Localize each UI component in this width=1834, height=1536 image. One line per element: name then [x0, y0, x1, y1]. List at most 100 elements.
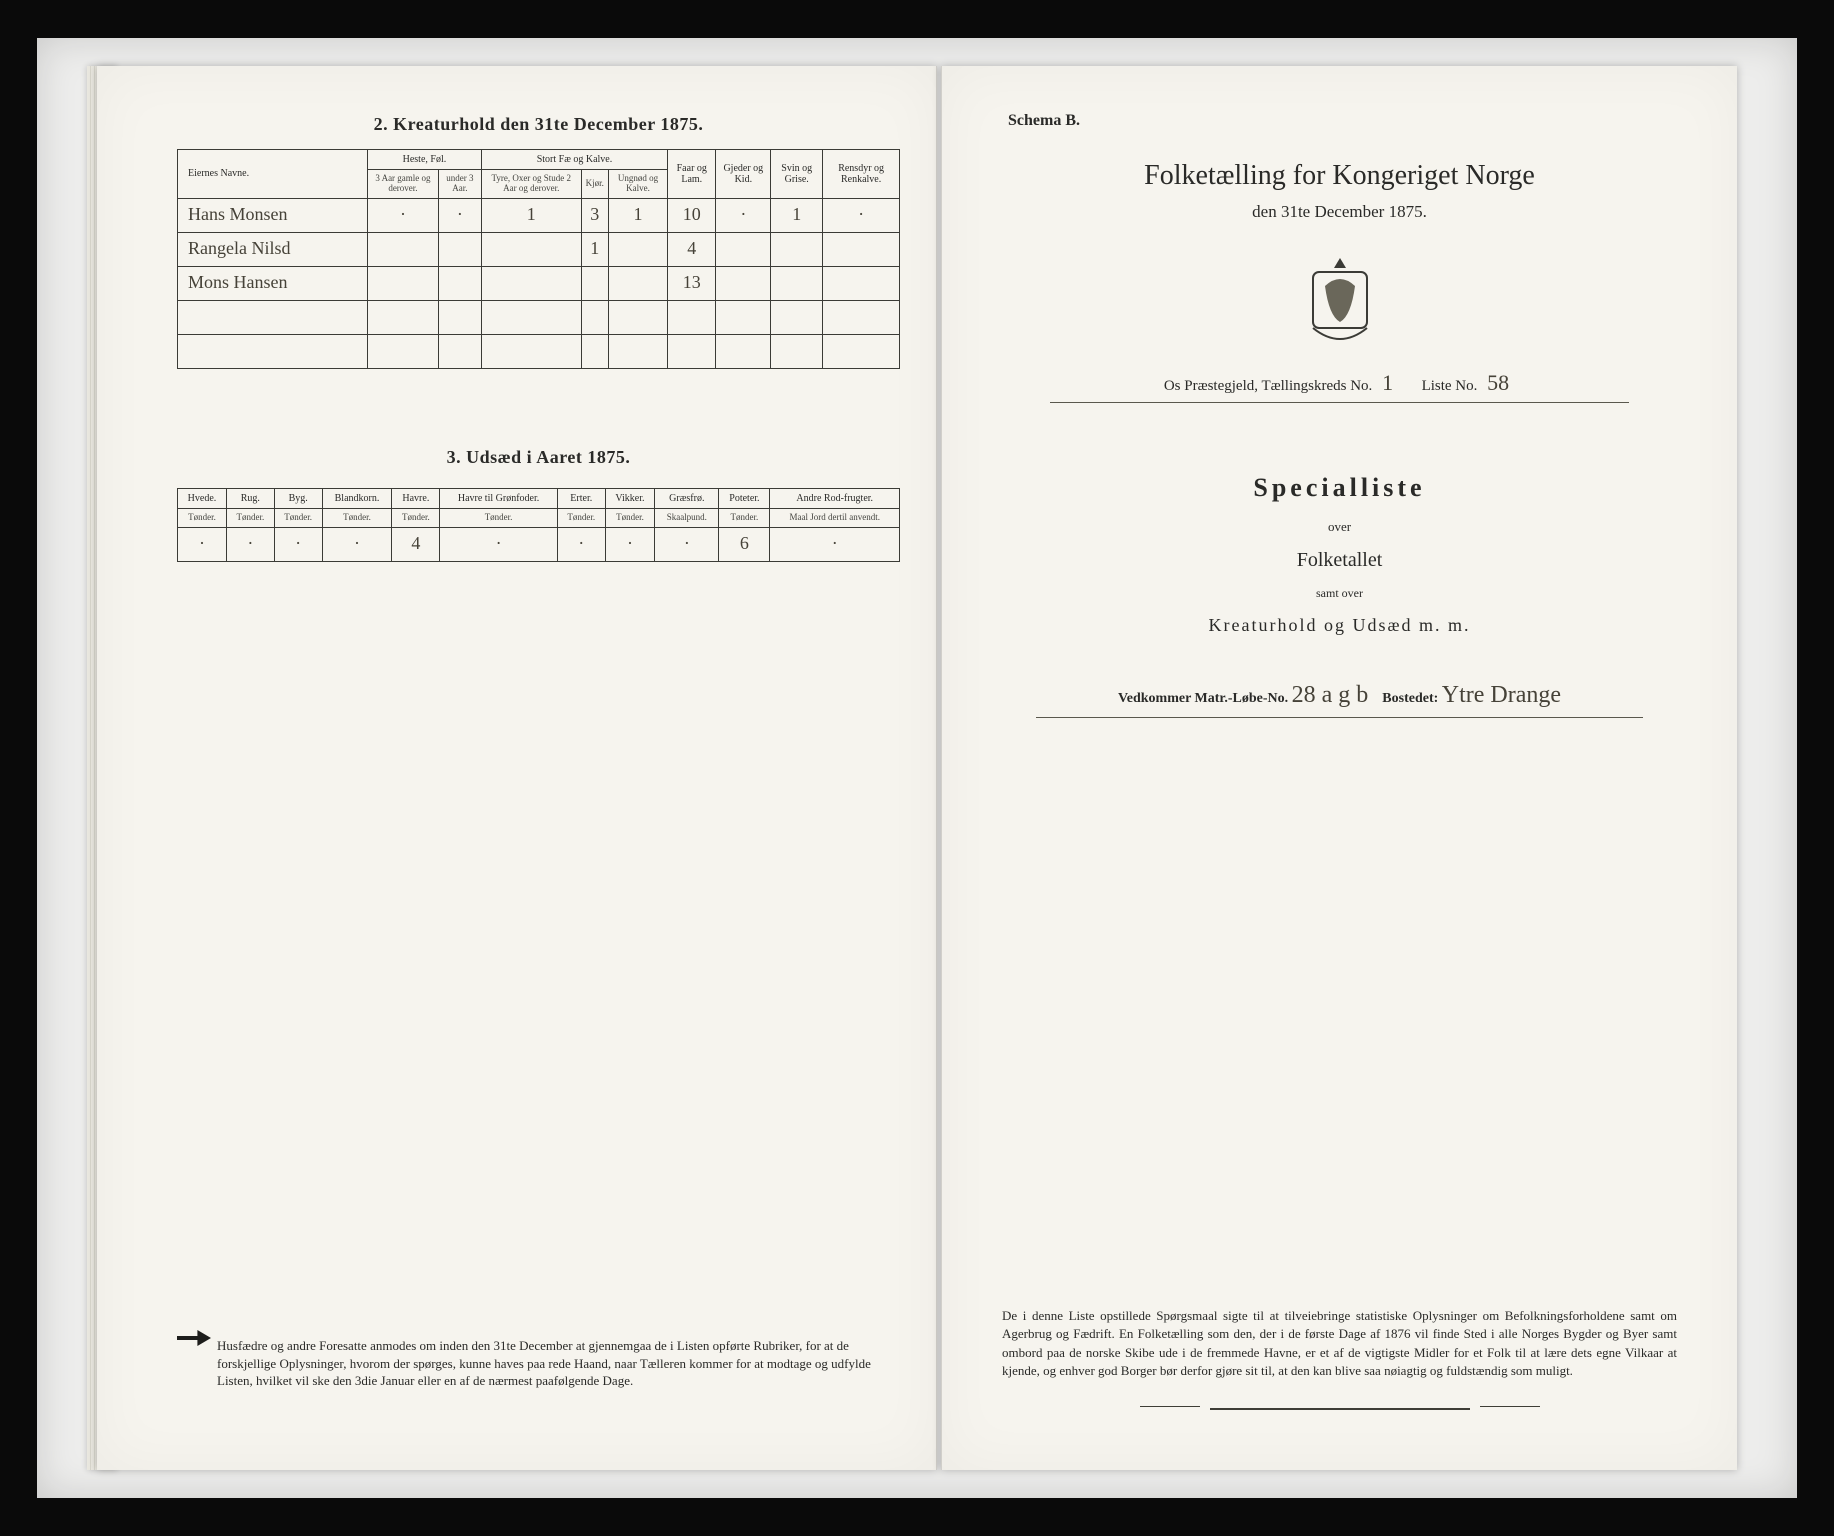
ornamental-rule: [1210, 1408, 1470, 1410]
parish-line: Os Præstegjeld, Tællingskreds No. 1 List…: [1050, 370, 1628, 403]
value-cell: ·: [716, 198, 771, 232]
col-owner: Eiernes Navne.: [178, 150, 368, 199]
value-cell: ·: [368, 198, 439, 232]
seed-subheader: Tønder.: [557, 508, 605, 527]
owner-cell: [178, 300, 368, 334]
value-cell: 1: [581, 232, 608, 266]
value-cell: ·: [438, 198, 481, 232]
seed-subheader: Tønder.: [440, 508, 558, 527]
section3-title: 3. Udsæd i Aaret 1875.: [177, 447, 900, 468]
folketallet-label: Folketallet: [978, 549, 1701, 572]
value-cell: [581, 334, 608, 368]
owner-cell: Rangela Nilsd: [178, 232, 368, 266]
seed-subheader: Tønder.: [605, 508, 655, 527]
value-cell: [581, 266, 608, 300]
value-cell: [438, 232, 481, 266]
value-cell: [608, 266, 667, 300]
table-row: Mons Hansen13: [178, 266, 900, 300]
specialliste-heading: Specialliste: [978, 473, 1701, 503]
value-cell: [481, 232, 581, 266]
seed-header: Byg.: [274, 488, 322, 508]
seed-value: ·: [440, 527, 558, 561]
grp-horses: Heste, Føl.: [368, 150, 482, 170]
kreatur-label: Kreaturhold og Udsæd m. m.: [978, 615, 1701, 636]
value-cell: [608, 334, 667, 368]
schema-label: Schema B.: [1008, 112, 1701, 130]
matr-number: 28 a g b: [1292, 682, 1369, 708]
value-cell: 10: [668, 198, 716, 232]
value-cell: [823, 232, 900, 266]
scan-frame: 2. Kreaturhold den 31te December 1875. E…: [37, 38, 1797, 1498]
value-cell: [668, 334, 716, 368]
coat-of-arms-icon: [1295, 252, 1385, 352]
seed-value: ·: [557, 527, 605, 561]
seed-header: Rug.: [226, 488, 274, 508]
pointing-hand-icon: [177, 1328, 211, 1348]
value-cell: [368, 300, 439, 334]
bosted-name: Ytre Drange: [1442, 682, 1561, 708]
value-cell: [771, 334, 823, 368]
value-cell: [716, 232, 771, 266]
liste-number: 58: [1487, 370, 1509, 395]
seed-subheader: Tønder.: [274, 508, 322, 527]
owner-cell: [178, 334, 368, 368]
value-cell: [771, 300, 823, 334]
value-cell: 13: [668, 266, 716, 300]
value-cell: 1: [481, 198, 581, 232]
owner-cell: Hans Monsen: [178, 198, 368, 232]
samt-label: samt over: [978, 586, 1701, 601]
over-label: over: [978, 519, 1701, 535]
kreds-number: 1: [1382, 370, 1393, 395]
value-cell: 1: [608, 198, 667, 232]
left-page: 2. Kreaturhold den 31te December 1875. E…: [97, 66, 937, 1470]
grp-cattle: Stort Fæ og Kalve.: [481, 150, 667, 170]
seed-value: ·: [178, 527, 227, 561]
value-cell: [481, 334, 581, 368]
value-cell: [368, 232, 439, 266]
value-cell: [368, 334, 439, 368]
col-reindeer: Rensdyr og Renkalve.: [823, 150, 900, 199]
bosted-label: Bostedet:: [1382, 691, 1438, 706]
value-cell: [771, 232, 823, 266]
seed-header: Hvede.: [178, 488, 227, 508]
value-cell: 3: [581, 198, 608, 232]
value-cell: [581, 300, 608, 334]
value-cell: [823, 334, 900, 368]
seed-header: Vikker.: [605, 488, 655, 508]
sub-h4: Kjør.: [581, 170, 608, 199]
seed-header: Havre til Grønfoder.: [440, 488, 558, 508]
value-cell: 1: [771, 198, 823, 232]
left-footnote: Husfædre og andre Foresatte anmodes om i…: [217, 1337, 896, 1390]
sub-h1: 3 Aar gamle og derover.: [368, 170, 439, 199]
seed-subheader: Skaalpund.: [655, 508, 719, 527]
seed-header: Erter.: [557, 488, 605, 508]
seed-value: ·: [770, 527, 900, 561]
seed-subheader: Tønder.: [178, 508, 227, 527]
value-cell: [438, 300, 481, 334]
book-spread: 2. Kreaturhold den 31te December 1875. E…: [97, 66, 1737, 1470]
value-cell: [668, 300, 716, 334]
seed-subheader: Tønder.: [719, 508, 770, 527]
liste-label: Liste No.: [1422, 378, 1478, 394]
value-cell: 4: [668, 232, 716, 266]
value-cell: [823, 300, 900, 334]
col-goats: Gjeder og Kid.: [716, 150, 771, 199]
value-cell: [771, 266, 823, 300]
value-cell: [481, 300, 581, 334]
right-page: Schema B. Folketælling for Kongeriget No…: [941, 66, 1737, 1470]
table-row: [178, 300, 900, 334]
seed-value: 4: [392, 527, 440, 561]
seed-value: ·: [322, 527, 392, 561]
seed-subheader: Tønder.: [392, 508, 440, 527]
seed-subheader: Tønder.: [226, 508, 274, 527]
value-cell: [438, 334, 481, 368]
section2-title: 2. Kreaturhold den 31te December 1875.: [177, 114, 900, 135]
seed-value: ·: [274, 527, 322, 561]
census-title: Folketælling for Kongeriget Norge: [978, 160, 1701, 192]
seed-table: Hvede.Rug.Byg.Blandkorn.Havre.Havre til …: [177, 488, 900, 562]
col-pigs: Svin og Grise.: [771, 150, 823, 199]
right-paragraph: De i denne Liste opstillede Spørgsmaal s…: [1002, 1307, 1677, 1380]
seed-subheader: Tønder.: [322, 508, 392, 527]
census-subtitle: den 31te December 1875.: [978, 202, 1701, 222]
value-cell: ·: [823, 198, 900, 232]
